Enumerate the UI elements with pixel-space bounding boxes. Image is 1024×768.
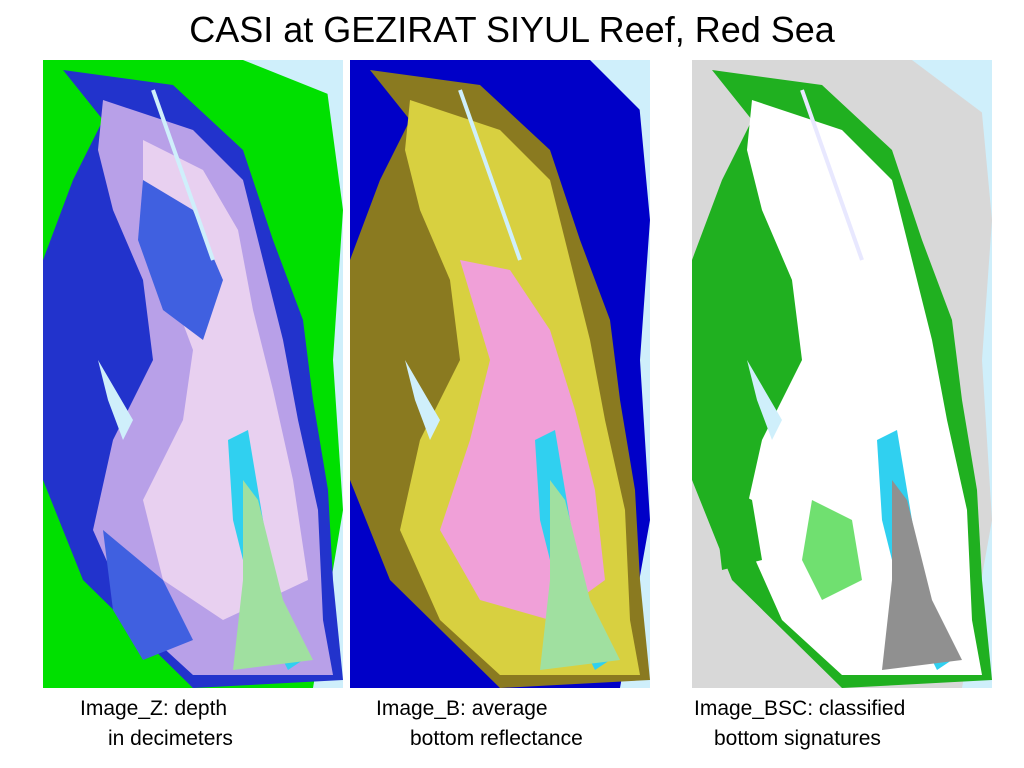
page-title: CASI at GEZIRAT SIYUL Reef, Red Sea xyxy=(189,9,835,50)
caption-line: bottom signatures xyxy=(714,727,881,750)
caption-line: bottom reflectance xyxy=(410,727,583,750)
bottom-reflectance-image xyxy=(350,60,650,688)
caption-line: Image_BSC: classified xyxy=(694,697,906,720)
classified-signatures-svg xyxy=(692,60,992,688)
caption-image-b: Image_B: average bottom reflectance xyxy=(376,694,583,754)
caption-image-z: Image_Z: depth in decimeters xyxy=(80,694,233,754)
depth-map-svg xyxy=(43,60,343,688)
caption-line: in decimeters xyxy=(108,727,233,750)
caption-image-bsc: Image_BSC: classified bottom signatures xyxy=(694,694,905,754)
caption-line: Image_B: average xyxy=(376,697,548,720)
bottom-reflectance-svg xyxy=(350,60,650,688)
caption-line: Image_Z: depth xyxy=(80,697,228,720)
classified-signatures-image xyxy=(692,60,992,688)
depth-map-image xyxy=(43,60,343,688)
